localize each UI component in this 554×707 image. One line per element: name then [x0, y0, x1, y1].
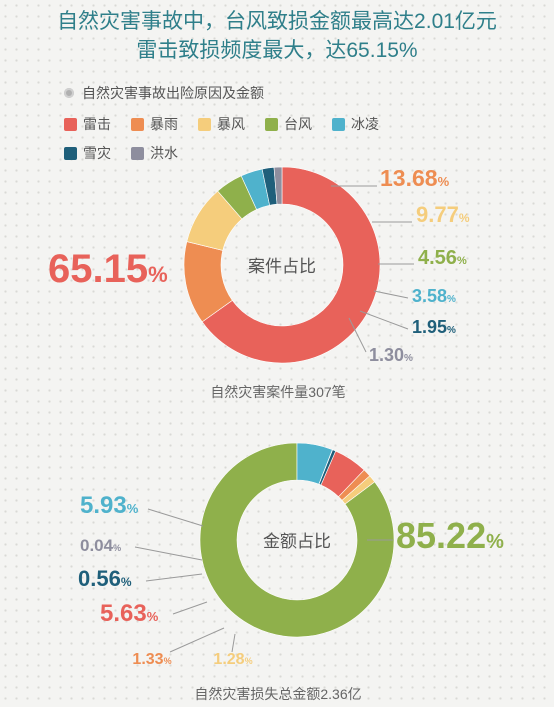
leader-line	[147, 508, 204, 527]
data-label-unit: %	[147, 609, 159, 624]
donut-slice	[201, 166, 381, 364]
chart-title-line2: 雷击致损频度最大，达65.15%	[136, 39, 418, 62]
legend-swatch	[198, 117, 211, 131]
data-label-unit: %	[245, 656, 253, 666]
data-label-unit: %	[447, 294, 456, 305]
legend-header-text: 自然灾害事故出险原因及金额	[82, 85, 264, 101]
leader-line	[348, 317, 367, 353]
legend-label: 冰凌	[351, 116, 379, 132]
data-label: 0.04%	[80, 536, 121, 555]
donut-slice	[273, 166, 283, 205]
legend-row-2: 雪灾 洪水	[64, 143, 198, 163]
legend-swatch	[131, 117, 144, 131]
data-label: 5.63%	[100, 600, 159, 627]
data-label: 9.77%	[416, 202, 470, 227]
data-label-unit: %	[486, 531, 504, 553]
data-label: 85.22%	[396, 515, 504, 556]
data-label-unit: %	[113, 543, 121, 553]
data-label-unit: %	[459, 211, 470, 225]
legend-label: 暴风	[217, 116, 245, 132]
donut-slice	[338, 469, 371, 501]
data-label: 1.30%	[369, 345, 413, 365]
legend-row-1: 雷击 暴雨 暴风 台风 冰凌	[64, 114, 399, 134]
legend-label: 洪水	[150, 145, 178, 161]
leader-line	[169, 627, 225, 653]
data-label-unit: %	[164, 656, 172, 666]
donut-slice	[199, 442, 395, 638]
leader-line	[134, 546, 203, 561]
leader-line	[231, 633, 236, 653]
legend-swatch	[64, 146, 77, 160]
legend-item: 冰凌	[332, 114, 379, 134]
leader-line	[172, 601, 208, 615]
legend-item: 洪水	[131, 143, 178, 163]
chart-caption: 自然灾害案件量307笔	[210, 384, 345, 400]
legend-header: 自然灾害事故出险原因及金额	[64, 83, 264, 103]
legend-swatch	[332, 117, 345, 131]
donut-center-label: 案件占比	[248, 257, 316, 276]
data-label: 3.58%	[412, 286, 456, 306]
data-label: 1.95%	[412, 317, 456, 337]
data-label: 65.15%	[48, 247, 168, 291]
data-label-unit: %	[148, 262, 168, 287]
legend-item: 暴雨	[131, 114, 178, 134]
data-label-unit: %	[121, 575, 132, 589]
data-label-unit: %	[438, 174, 450, 189]
legend-swatch	[64, 117, 77, 131]
legend-label: 雪灾	[83, 145, 111, 161]
legend-item: 雪灾	[64, 143, 111, 163]
legend-header-dot-icon	[64, 88, 74, 98]
leader-line	[373, 290, 409, 299]
data-label-unit: %	[457, 255, 467, 267]
legend-label: 雷击	[83, 116, 111, 132]
chart-title-line1: 自然灾害事故中，台风致损金额最高达2.01亿元	[57, 10, 497, 33]
legend-label: 暴雨	[150, 116, 178, 132]
donut-center-label: 金额占比	[263, 532, 331, 551]
chart-caption: 自然灾害损失总金额2.36亿	[194, 686, 361, 702]
legend-item: 雷击	[64, 114, 111, 134]
data-label: 13.68%	[380, 165, 450, 191]
data-label: 5.93%	[80, 492, 139, 519]
data-label: 1.28%	[213, 651, 252, 668]
legend-swatch	[131, 146, 144, 160]
legend-item: 暴风	[198, 114, 245, 134]
leader-line	[359, 310, 409, 330]
donut-slice	[341, 475, 376, 505]
data-label: 0.56%	[78, 566, 132, 591]
leader-line	[145, 573, 203, 582]
data-label-unit: %	[127, 501, 139, 516]
data-label-unit: %	[447, 325, 456, 336]
legend-label: 台风	[284, 116, 312, 132]
legend-item: 台风	[265, 114, 312, 134]
legend-swatch	[265, 117, 278, 131]
data-label: 4.56%	[418, 247, 467, 269]
donut-slice	[320, 450, 365, 498]
data-label-unit: %	[404, 353, 413, 364]
donut-slice	[296, 442, 333, 485]
data-label: 1.33%	[132, 651, 171, 668]
